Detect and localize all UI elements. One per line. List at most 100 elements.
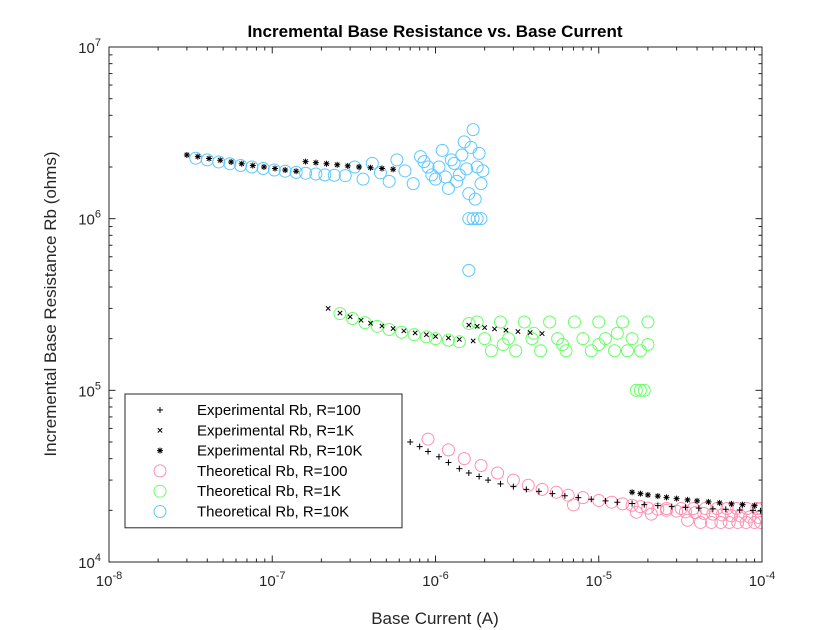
data-point xyxy=(485,477,492,484)
data-point xyxy=(654,502,661,509)
data-point xyxy=(472,146,486,160)
data-point xyxy=(272,165,279,172)
data-point xyxy=(641,501,655,515)
data-point xyxy=(728,500,735,507)
data-point xyxy=(673,495,680,502)
data-point xyxy=(347,314,353,320)
data-point xyxy=(491,466,505,480)
data-point xyxy=(419,330,433,344)
data-point xyxy=(575,494,582,501)
data-point xyxy=(445,459,452,466)
series-1 xyxy=(325,305,545,344)
data-point xyxy=(629,505,643,519)
data-point xyxy=(739,501,746,508)
data-point xyxy=(249,162,256,169)
data-point xyxy=(641,501,648,508)
data-point xyxy=(456,336,462,342)
data-point xyxy=(432,160,446,174)
data-point xyxy=(441,333,455,347)
data-point xyxy=(466,322,472,328)
data-point xyxy=(470,315,484,329)
data-point xyxy=(730,501,744,515)
data-point xyxy=(510,483,517,490)
legend-entry: Experimental Rb, R=100 xyxy=(197,402,361,419)
data-point xyxy=(629,500,636,507)
data-point xyxy=(602,497,609,504)
legend-marker xyxy=(157,407,163,413)
data-point xyxy=(616,497,630,511)
data-point xyxy=(684,496,691,503)
data-point xyxy=(592,337,606,351)
data-point xyxy=(460,162,474,176)
data-point xyxy=(468,192,482,206)
data-point xyxy=(620,344,634,358)
data-point xyxy=(412,330,418,336)
data-point xyxy=(525,332,539,346)
data-point xyxy=(302,158,309,165)
data-point xyxy=(682,504,689,511)
data-point xyxy=(614,499,621,506)
data-point xyxy=(345,312,359,326)
data-point xyxy=(356,163,363,170)
legend-entry: Theoretical Rb, R=1K xyxy=(197,483,341,500)
data-point xyxy=(722,506,729,513)
data-point xyxy=(462,317,476,331)
data-point xyxy=(333,307,347,321)
data-point xyxy=(681,513,695,527)
legend-entry: Experimental Rb, R=10K xyxy=(197,443,363,460)
x-axis-title: Base Current (A) xyxy=(371,609,499,628)
data-point xyxy=(470,338,476,344)
data-point xyxy=(693,515,707,529)
legend-marker xyxy=(157,427,163,433)
data-point xyxy=(390,153,404,167)
data-point xyxy=(476,473,483,480)
data-point xyxy=(367,164,374,171)
data-point xyxy=(549,485,563,499)
data-point xyxy=(206,155,213,162)
data-point xyxy=(337,310,343,316)
data-point xyxy=(238,160,245,167)
data-point xyxy=(654,493,661,500)
data-point xyxy=(750,501,762,515)
data-point xyxy=(282,167,289,174)
data-point xyxy=(444,153,458,167)
chart-title: Incremental Base Resistance vs. Base Cur… xyxy=(247,22,622,41)
data-point xyxy=(484,344,498,358)
data-point xyxy=(465,469,472,476)
data-point xyxy=(491,326,498,332)
x-tick-label: 10-6 xyxy=(422,570,448,590)
data-point xyxy=(629,383,643,397)
axis-ticks xyxy=(108,46,763,563)
data-point xyxy=(462,263,476,277)
data-point xyxy=(358,317,364,323)
data-point xyxy=(659,501,673,515)
data-point xyxy=(517,315,531,329)
data-point xyxy=(534,344,548,358)
data-point xyxy=(535,488,542,495)
data-point xyxy=(293,168,300,175)
legend-marker xyxy=(153,464,167,478)
data-point xyxy=(429,332,442,346)
data-point xyxy=(751,502,758,509)
data-point xyxy=(644,491,651,498)
data-point xyxy=(714,515,728,529)
data-point xyxy=(378,165,385,172)
data-point xyxy=(379,323,385,329)
data-point xyxy=(556,337,570,351)
data-point xyxy=(432,333,439,340)
data-point xyxy=(466,123,480,137)
data-point xyxy=(356,172,370,186)
data-point xyxy=(212,155,226,169)
data-point xyxy=(217,157,224,164)
legend-entry: Theoretical Rb, R=10K xyxy=(197,504,349,521)
data-point xyxy=(608,344,622,358)
data-point xyxy=(395,325,409,339)
data-point xyxy=(390,326,396,332)
data-point xyxy=(425,168,439,182)
data-point xyxy=(549,490,556,497)
data-point xyxy=(749,507,756,514)
data-point xyxy=(421,432,435,446)
data-point xyxy=(367,320,374,326)
